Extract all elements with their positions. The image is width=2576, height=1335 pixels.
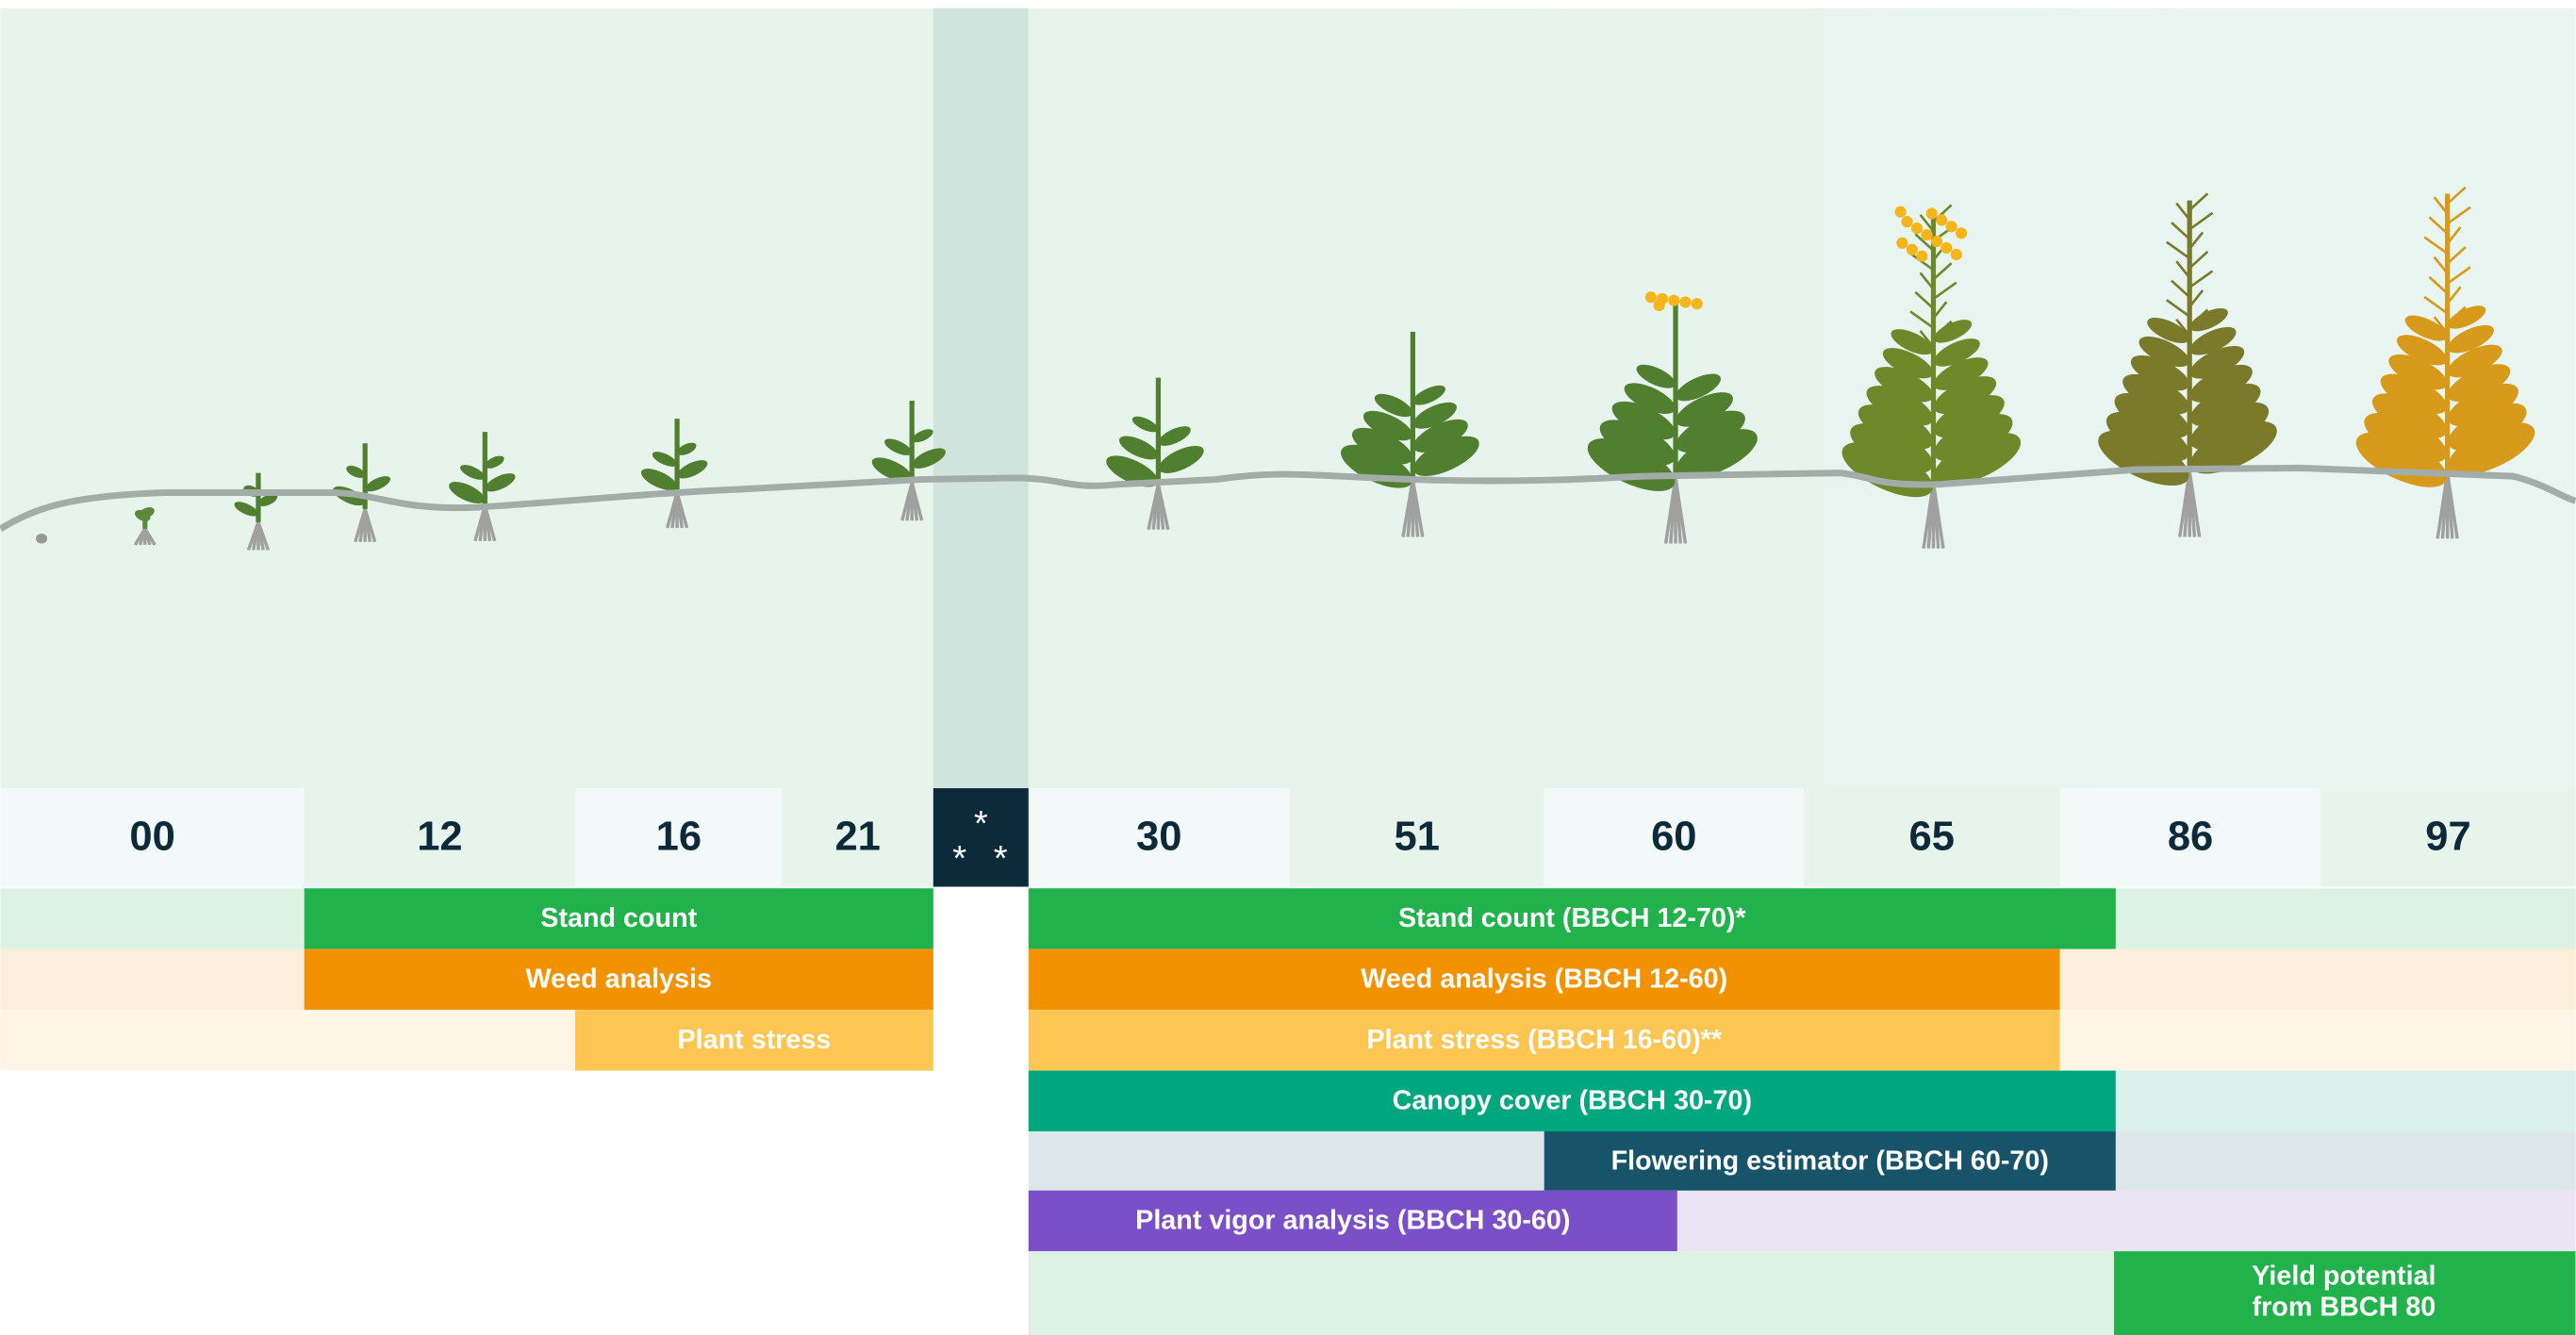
analysis-label: Canopy cover (BBCH 30-70) (1393, 1085, 1752, 1115)
rows: 00121621305160658697***Stand countWeed a… (1, 788, 2576, 1335)
analysis-label: Plant stress (BBCH 16-60)** (1366, 1025, 1722, 1055)
flower (1951, 249, 1962, 260)
analysis-label: Stand count (BBCH 12-70)* (1398, 903, 1746, 933)
flower (1895, 206, 1907, 218)
stage-label: 12 (417, 815, 462, 860)
page: {"stages":["00","12","16","21","30","51"… (0, 0, 2576, 1335)
flower (1692, 298, 1703, 309)
flower (1911, 222, 1923, 234)
flower (1645, 291, 1657, 303)
separator-column (933, 8, 1029, 788)
stage-label: 21 (834, 815, 880, 860)
flower (1940, 242, 1952, 254)
analysis-label: Weed analysis (526, 964, 712, 994)
stage-label: 30 (1136, 815, 1181, 860)
stage-label: 16 (656, 815, 702, 860)
background (1029, 8, 2576, 788)
flower (1921, 229, 1932, 240)
stage-label: 00 (129, 815, 174, 860)
stage-label: 60 (1651, 815, 1696, 860)
separator-mark: * (974, 803, 988, 844)
flower (1916, 251, 1927, 262)
flower (1926, 207, 1938, 219)
separator-mark: * (952, 838, 966, 879)
analysis-label: Flowering estimator (BBCH 60-70) (1611, 1146, 2049, 1177)
flower (1946, 221, 1957, 232)
flower (1668, 295, 1679, 306)
analysis-label: Stand count (540, 903, 697, 933)
flower (1902, 216, 1913, 227)
flower (1896, 238, 1907, 249)
stage-label: 97 (2425, 815, 2470, 860)
flower (1907, 244, 1918, 255)
stage-label: 86 (2168, 815, 2213, 860)
seed (36, 534, 47, 543)
stage-label: 51 (1395, 815, 1440, 860)
analysis-label: Plant vigor analysis (BBCH 30-60) (1135, 1205, 1570, 1235)
separator-mark: * (994, 838, 1008, 879)
flower (1654, 300, 1665, 311)
flower (1679, 296, 1691, 307)
flower (1931, 236, 1942, 247)
growth-stage-diagram: 00121621305160658697***Stand countWeed a… (0, 0, 2576, 1335)
background (1, 8, 933, 788)
analysis-label: Weed analysis (BBCH 12-60) (1361, 964, 1727, 994)
flower (1956, 227, 1967, 239)
analysis-label: Plant stress (678, 1025, 832, 1055)
flower (1936, 214, 1947, 225)
analysis-label: Yield potential (2252, 1261, 2436, 1292)
analysis-label: from BBCH 80 (2253, 1293, 2436, 1323)
stage-label: 65 (1909, 815, 1955, 860)
